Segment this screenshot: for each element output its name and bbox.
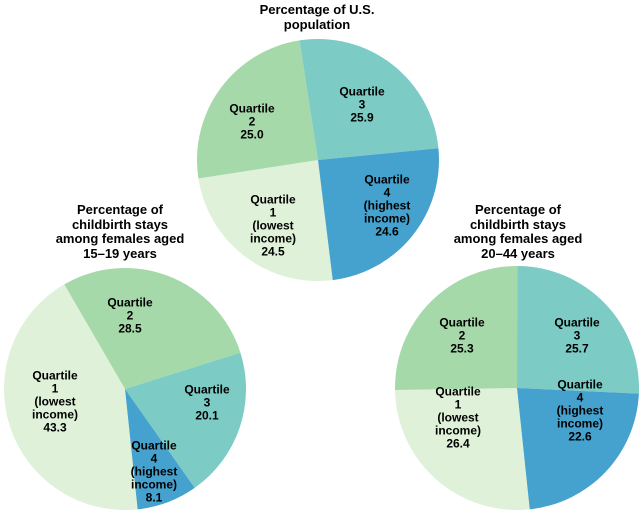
pie-childbirth-15-19: Quartile 1 (lowest income) 43.3 Quartile 2 28.5…: [4, 268, 246, 510]
slice-label-line: 25.7: [565, 341, 589, 356]
pie-svg-childbirth-stays-15-19: [4, 268, 246, 510]
slice-label-line: 2: [126, 308, 134, 323]
slice-label-line: 3: [573, 328, 581, 343]
slice-label-line: 24.6: [375, 224, 399, 239]
slice-label-line: Quartile: [435, 384, 481, 399]
slice-label-line: (lowest: [437, 410, 479, 425]
slice-label-line: Quartile: [107, 295, 153, 310]
slice-label-line: Quartile: [557, 377, 603, 392]
slice-label-quartile2: Quartile 2 25.0: [229, 101, 275, 142]
slice-label-line: 28.5: [118, 321, 142, 336]
slice-label-line: 8.1: [145, 490, 163, 505]
slice-label-line: (highest: [363, 198, 411, 213]
slice-label-line: 3: [358, 97, 366, 112]
slice-label-line: 43.3: [43, 420, 67, 435]
slice-label-line: income): [434, 423, 482, 438]
chart-title-childbirth-15-19: Percentage of childbirth stays among fem…: [20, 202, 220, 261]
pie-slice-quartile3: [299, 39, 439, 160]
slice-label-line: 22.6: [568, 429, 592, 444]
title-line: childbirth stays: [71, 216, 169, 232]
slice-label-line: 1: [269, 205, 277, 220]
title-line: 20–44 years: [481, 245, 555, 261]
pie-slice-quartile1: [395, 388, 530, 510]
slice-label-line: income): [31, 407, 79, 422]
pie-slice-quartile1: [4, 284, 138, 510]
pie-slice-quartile4: [125, 389, 195, 510]
slice-label-line: Quartile: [184, 382, 230, 397]
slice-label-line: (highest: [130, 464, 178, 479]
slice-label-line: Quartile: [131, 438, 177, 453]
slice-label-quartile1: Quartile 1 (lowest income) 26.4: [434, 384, 482, 451]
slice-label-quartile4: Quartile 4 (highest income) 22.6: [556, 377, 604, 444]
slice-label-line: Quartile: [364, 172, 410, 187]
slice-label-line: Quartile: [32, 368, 78, 383]
slice-label-line: Quartile: [439, 315, 485, 330]
slice-label-line: 25.9: [350, 110, 374, 125]
pie-slice-quartile2: [395, 266, 518, 391]
slice-label-line: Quartile: [554, 315, 600, 330]
slice-label-line: 25.3: [450, 341, 474, 356]
title-line: 15–19 years: [83, 245, 157, 261]
title-line: childbirth stays: [469, 216, 567, 232]
slice-label-quartile4: Quartile 4 (highest income) 24.6: [363, 172, 411, 239]
pie-slice-quartile4: [517, 388, 639, 510]
slice-label-line: 4: [383, 185, 391, 200]
slice-label-line: 26.4: [446, 436, 470, 451]
title-line: Percentage of: [77, 202, 163, 217]
slice-label-line: 25.0: [240, 127, 264, 142]
slice-label-line: 3: [203, 395, 211, 410]
title-line: Percentage of: [475, 202, 561, 217]
title-line: population: [283, 16, 351, 32]
slice-label-line: 24.5: [261, 244, 285, 259]
chart-title-childbirth-20-44: Percentage of childbirth stays among fem…: [418, 202, 618, 261]
slice-label-line: 1: [454, 397, 462, 412]
slice-label-quartile1: Quartile 1 (lowest income) 24.5: [249, 192, 297, 259]
slice-label-line: Quartile: [229, 101, 275, 116]
pie-svg-us-population: [197, 39, 439, 281]
title-line: among females aged: [453, 231, 583, 246]
chart-title-us-population: Percentage of U.S. population: [217, 2, 417, 32]
slice-label-quartile1: Quartile 1 (lowest income) 43.3: [31, 368, 79, 435]
slice-label-line: (lowest: [252, 218, 294, 233]
slice-label-quartile2: Quartile 2 28.5: [107, 295, 153, 336]
slice-label-line: Quartile: [250, 192, 296, 207]
slice-label-line: income): [363, 211, 411, 226]
pie-slice-quartile2: [197, 40, 318, 179]
pie-us-population: Quartile 1 (lowest income) 24.5 Quartile 2 25.0…: [197, 39, 439, 281]
slice-label-line: (lowest: [34, 394, 76, 409]
slice-label-line: income): [556, 416, 604, 431]
slice-label-line: income): [130, 477, 178, 492]
slice-label-quartile3: Quartile 3 25.7: [554, 315, 600, 356]
slice-label-quartile3: Quartile 3 25.9: [339, 84, 385, 125]
pie-slice-quartile2: [64, 268, 241, 389]
slice-label-line: 2: [248, 114, 256, 129]
slice-label-quartile3: Quartile 3 20.1: [184, 382, 230, 423]
pie-slice-quartile1: [198, 160, 333, 281]
slice-label-line: 4: [150, 451, 158, 466]
pie-slice-quartile3: [517, 266, 639, 394]
slice-label-quartile4: Quartile 4 (highest income) 8.1: [130, 438, 178, 505]
slice-label-quartile2: Quartile 2 25.3: [439, 315, 485, 356]
title-line: among females aged: [55, 231, 185, 246]
slice-label-line: (highest: [556, 403, 604, 418]
pie-slice-quartile3: [125, 352, 246, 488]
slice-label-line: income): [249, 231, 297, 246]
slice-label-line: 2: [458, 328, 466, 343]
pie-slice-quartile4: [318, 148, 439, 281]
slice-label-line: 1: [51, 381, 59, 396]
pie-childbirth-20-44: Quartile 1 (lowest income) 26.4 Quartile 2 25.3…: [395, 266, 639, 510]
title-line: Percentage of U.S.: [259, 2, 375, 17]
slice-label-line: Quartile: [339, 84, 385, 99]
pie-svg-childbirth-stays-20-44: [395, 266, 639, 510]
slice-label-line: 20.1: [195, 408, 219, 423]
slice-label-line: 4: [576, 390, 584, 405]
